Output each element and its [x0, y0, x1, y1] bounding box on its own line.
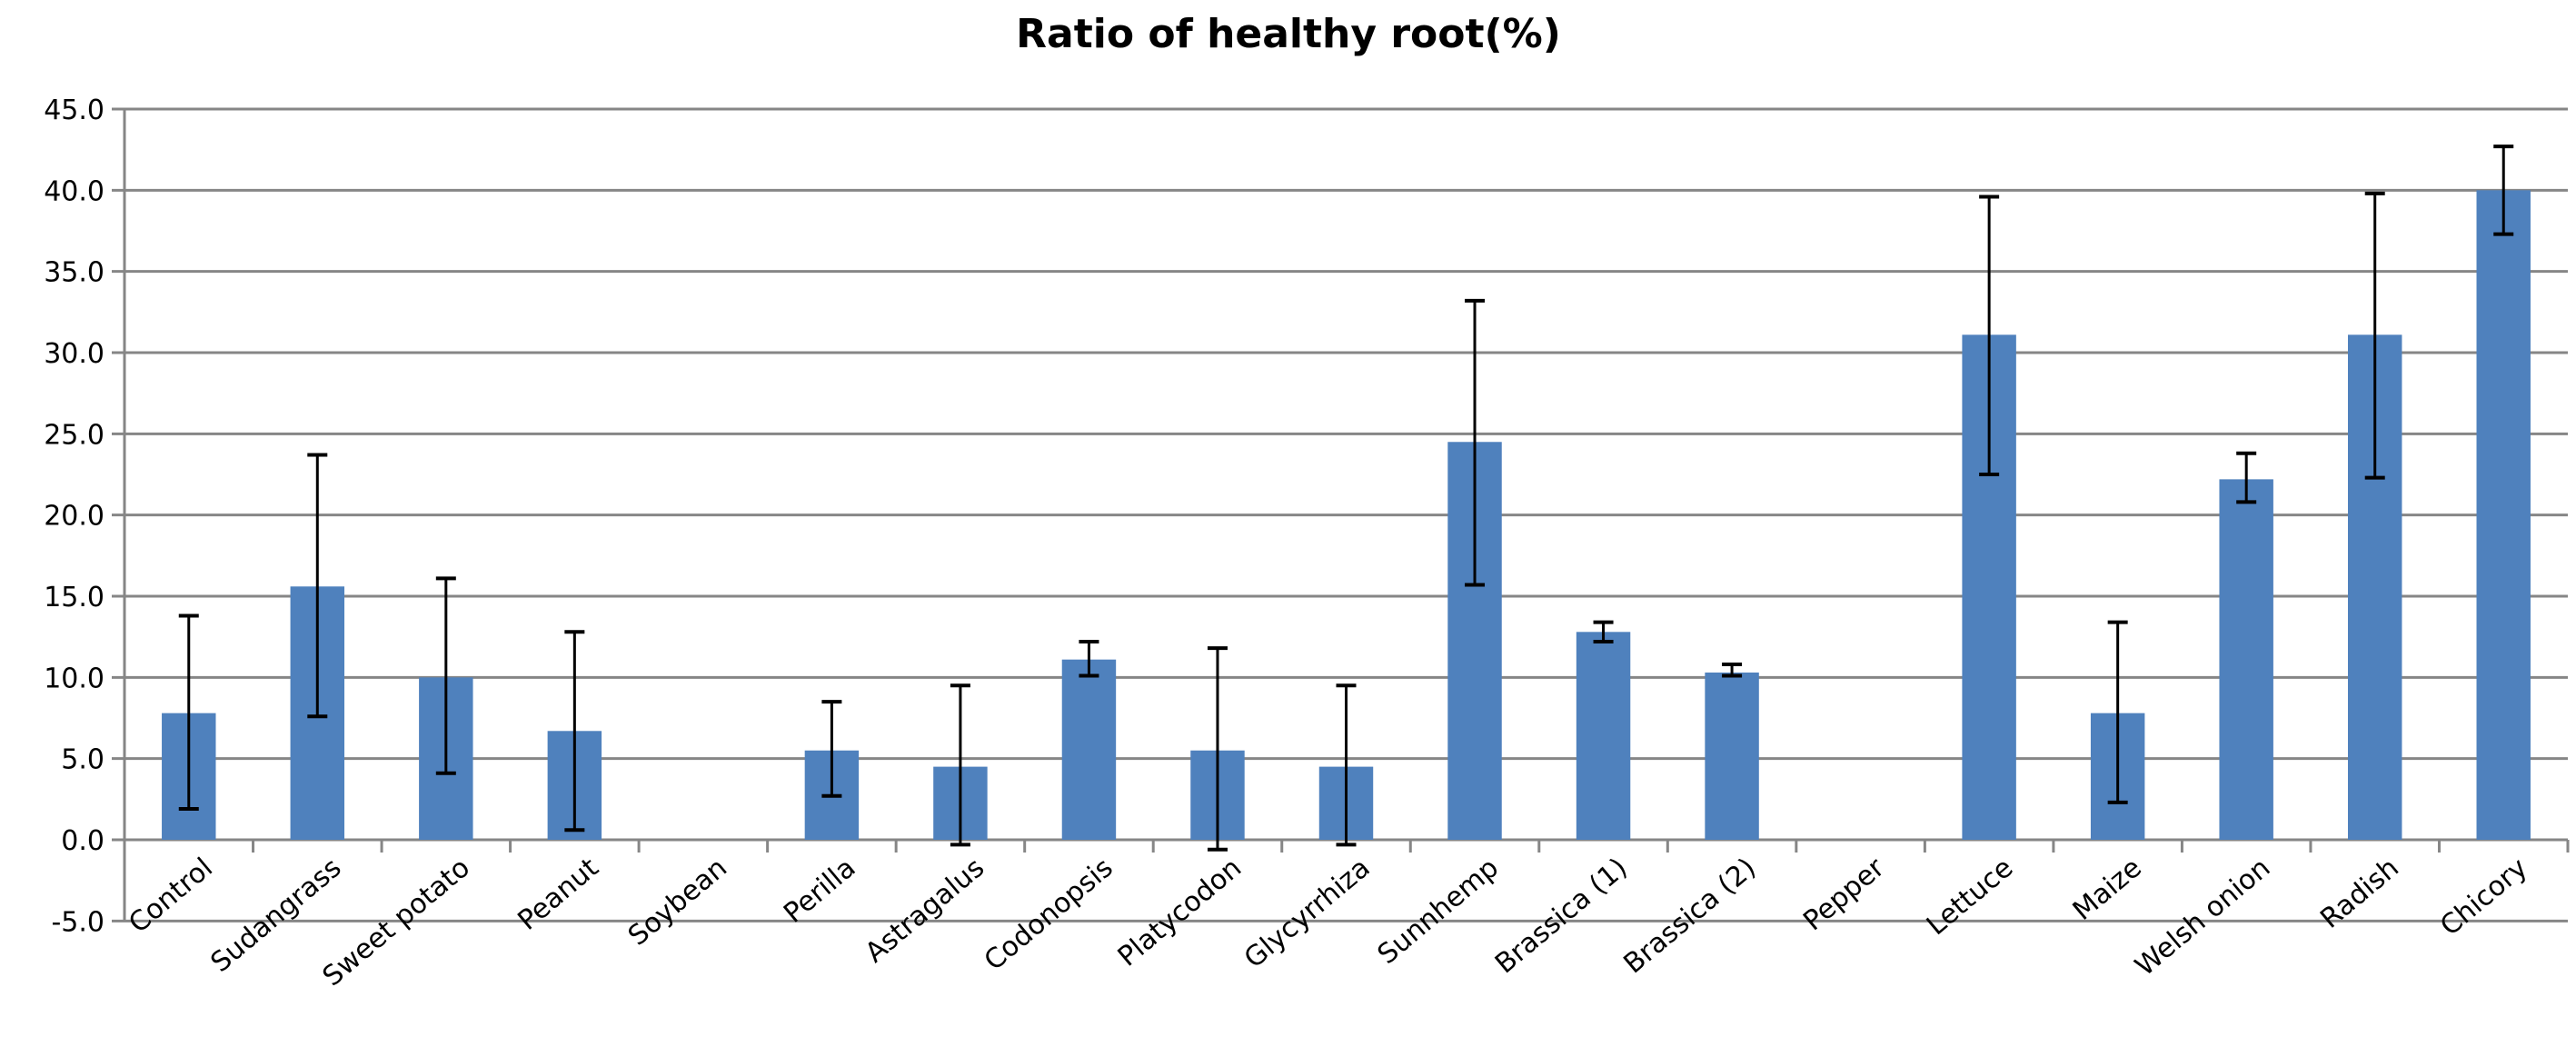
x-category-label: Radish: [2314, 852, 2405, 934]
x-category-label: Brassica (2): [1618, 852, 1763, 980]
x-category-label: Brassica (1): [1489, 852, 1634, 980]
bar-chicory: [2476, 190, 2531, 841]
y-tick-label: 5.0: [61, 744, 104, 776]
x-category-label: Soybean: [622, 852, 733, 952]
x-category-label: Codonopsis: [979, 852, 1119, 977]
x-category-label: Sunnhemp: [1372, 852, 1505, 971]
x-category-label: Glycyrrhiza: [1238, 852, 1377, 974]
x-category-label: Lettuce: [1921, 852, 2019, 942]
x-category-label: Perilla: [778, 852, 861, 929]
x-category-label: Welsh onion: [2129, 852, 2276, 982]
x-category-label: Pepper: [1797, 852, 1891, 937]
y-tick-label: 45.0: [44, 95, 104, 126]
error-bars: [178, 145, 2514, 852]
y-tick-label: 35.0: [44, 257, 104, 289]
x-category-label: Astragalus: [860, 852, 990, 969]
y-tick-label: 15.0: [44, 582, 104, 613]
x-category-label: Maize: [2067, 852, 2148, 927]
y-axis: -5.0 0.0 5.0 10.0 15.0 20.0 25.0 30.0 35.0 40.0 45…: [44, 95, 126, 938]
y-tick-label: 10.0: [44, 663, 104, 694]
x-category-label: Chicory: [2434, 852, 2533, 942]
bar-brassica-2-: [1705, 672, 1759, 840]
x-category-label: Control: [123, 852, 219, 940]
chart-title: Ratio of healthy root(%): [1016, 11, 1561, 57]
bar-welsh-onion: [2219, 479, 2273, 840]
y-tick-label: -5.0: [51, 906, 104, 938]
bars: [162, 190, 2531, 841]
y-tick-label: 25.0: [44, 419, 104, 451]
bar-brassica-1-: [1576, 632, 1631, 840]
y-tick-label: 20.0: [44, 501, 104, 533]
y-tick-label: 30.0: [44, 338, 104, 370]
x-category-label: Platycodon: [1112, 852, 1248, 972]
y-tick-label: 0.0: [61, 825, 104, 857]
x-category-label: Peanut: [512, 852, 605, 937]
y-tick-label: 40.0: [44, 175, 104, 207]
bar-codonopsis: [1061, 659, 1117, 840]
gridlines: [112, 107, 2568, 922]
